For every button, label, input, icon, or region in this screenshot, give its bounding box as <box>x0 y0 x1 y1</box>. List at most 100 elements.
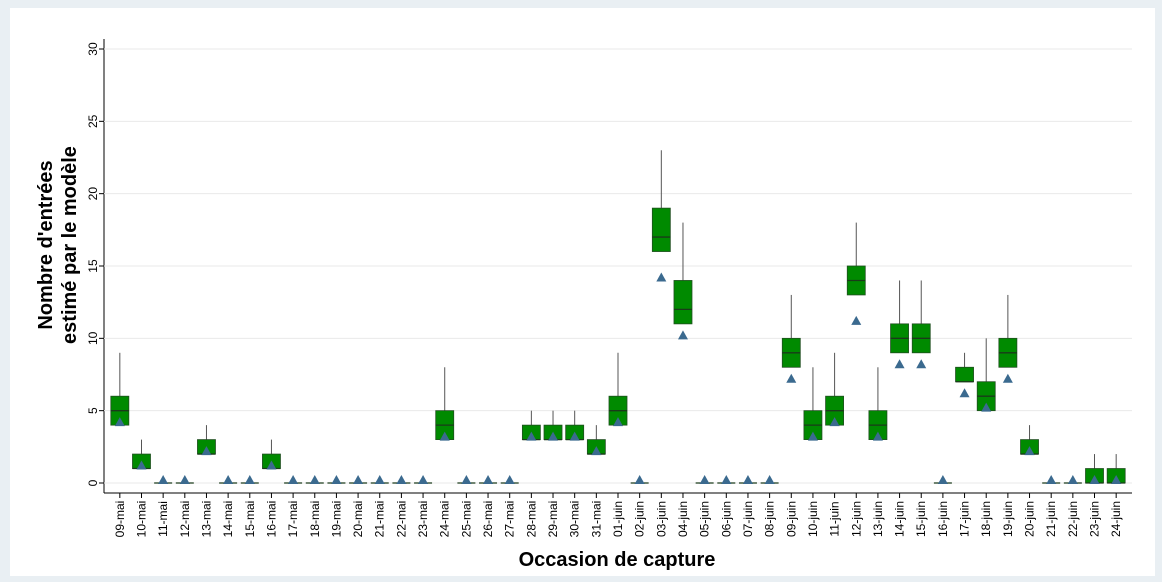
observed-marker <box>721 475 732 484</box>
observed-marker <box>483 475 494 484</box>
x-tick-label: 13-juin <box>871 501 885 537</box>
observed-marker <box>1002 373 1013 383</box>
observed-marker <box>548 431 559 441</box>
x-tick-label: 23-juin <box>1088 501 1102 537</box>
observed-marker <box>916 359 927 369</box>
x-tick-label: 15-juin <box>914 501 928 537</box>
observed-marker <box>136 460 147 470</box>
observed-marker <box>266 460 277 470</box>
x-tick-label: 27-mai <box>503 501 517 538</box>
x-tick-label: 17-mai <box>286 501 300 538</box>
observed-marker <box>981 402 992 412</box>
observed-marker <box>396 475 407 484</box>
x-tick-label: 14-mai <box>221 501 235 538</box>
x-tick-label: 01-juin <box>611 501 625 537</box>
observed-marker <box>1067 475 1078 484</box>
y-tick-label: 15 <box>86 259 100 273</box>
x-tick-label: 02-juin <box>633 501 647 537</box>
x-tick-label: 11-juin <box>828 501 842 536</box>
observed-marker <box>872 431 883 441</box>
y-axis-label: estimé par le modèle <box>59 146 81 344</box>
observed-marker <box>331 475 342 484</box>
x-tick-label: 24-juin <box>1109 501 1123 537</box>
x-tick-label: 14-juin <box>893 501 907 537</box>
observed-marker <box>591 446 602 456</box>
x-tick-label: 10-mai <box>134 501 148 538</box>
x-tick-label: 20-mai <box>351 501 365 538</box>
observed-marker <box>937 475 948 484</box>
x-tick-label: 18-juin <box>979 501 993 537</box>
x-tick-label: 21-juin <box>1044 501 1058 537</box>
y-axis-label: Nombre d'entrées <box>35 160 57 329</box>
observed-marker <box>418 475 429 484</box>
x-tick-label: 12-mai <box>178 501 192 538</box>
y-tick-label: 5 <box>86 407 100 414</box>
observed-marker <box>677 330 688 340</box>
x-tick-label: 16-mai <box>264 501 278 538</box>
observed-marker <box>807 431 818 441</box>
x-tick-label: 10-juin <box>806 501 820 537</box>
box <box>673 280 693 325</box>
x-tick-label: 04-juin <box>676 501 690 537</box>
x-tick-label: 24-mai <box>438 501 452 538</box>
x-tick-label: 08-juin <box>763 501 777 537</box>
x-tick-label: 09-juin <box>784 501 798 537</box>
observed-marker <box>179 475 190 484</box>
x-tick-label: 19-juin <box>1001 501 1015 537</box>
observed-marker <box>158 475 169 484</box>
observed-marker <box>634 475 645 484</box>
x-tick-label: 29-mai <box>546 501 560 538</box>
observed-marker <box>613 417 623 427</box>
x-tick-label: 22-mai <box>394 501 408 538</box>
observed-marker <box>223 475 234 484</box>
x-tick-label: 22-juin <box>1066 501 1080 537</box>
observed-marker <box>461 475 472 484</box>
observed-marker <box>504 475 515 484</box>
observed-marker <box>374 475 385 484</box>
observed-marker <box>1089 475 1100 484</box>
observed-marker <box>114 417 125 427</box>
y-tick-label: 20 <box>86 187 100 201</box>
observed-marker <box>439 431 450 441</box>
box <box>651 207 671 252</box>
x-tick-label: 06-juin <box>719 501 733 537</box>
box <box>955 366 974 383</box>
x-tick-label: 18-mai <box>308 501 322 538</box>
x-tick-label: 21-mai <box>373 501 387 538</box>
observed-marker <box>1046 475 1057 484</box>
observed-marker <box>742 475 753 484</box>
observed-marker <box>288 475 299 484</box>
x-tick-label: 13-mai <box>199 501 213 538</box>
x-tick-label: 11-mai <box>156 501 170 537</box>
observed-marker <box>829 417 840 427</box>
x-axis-label: Occasion de capture <box>519 549 716 571</box>
y-tick-label: 0 <box>86 479 100 486</box>
observed-marker <box>526 431 537 441</box>
y-tick-label: 25 <box>86 114 100 128</box>
x-tick-label: 17-juin <box>958 501 972 537</box>
x-tick-label: 30-mai <box>568 501 582 538</box>
observed-marker <box>764 475 775 484</box>
observed-marker <box>656 272 667 282</box>
x-tick-label: 28-mai <box>524 501 538 538</box>
y-tick-label: 30 <box>86 42 100 56</box>
x-tick-label: 23-mai <box>416 501 430 538</box>
observed-marker <box>851 315 862 325</box>
observed-marker <box>569 431 580 441</box>
x-tick-label: 05-juin <box>698 501 712 537</box>
observed-marker <box>786 373 797 383</box>
observed-marker <box>309 475 320 484</box>
x-tick-label: 31-mai <box>589 501 603 538</box>
plot-background <box>10 8 1155 576</box>
x-tick-label: 09-mai <box>113 501 127 538</box>
x-tick-label: 03-juin <box>654 501 668 537</box>
x-tick-label: 20-juin <box>1023 501 1037 537</box>
observed-marker <box>1111 475 1122 484</box>
x-tick-label: 15-mai <box>243 501 257 538</box>
observed-marker <box>1024 446 1035 456</box>
x-tick-label: 19-mai <box>329 501 343 538</box>
x-tick-label: 07-juin <box>741 501 755 537</box>
x-tick-label: 26-mai <box>481 501 495 538</box>
observed-marker <box>894 359 905 369</box>
